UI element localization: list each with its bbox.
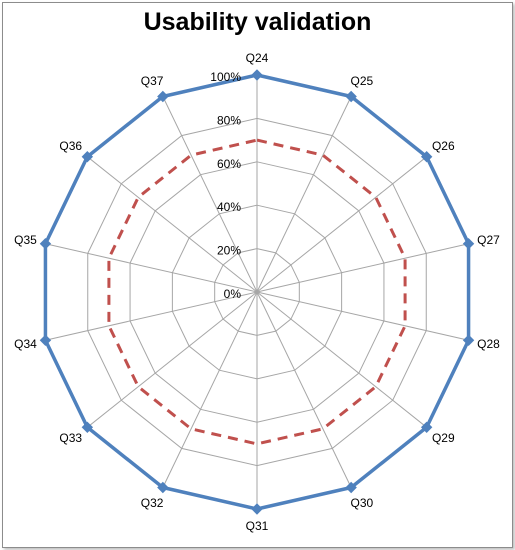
tick-label-2: 40% <box>217 200 241 214</box>
series-0-point-Q34 <box>39 334 52 346</box>
category-label-Q25: Q25 <box>351 74 374 88</box>
category-label-Q31: Q31 <box>246 519 269 533</box>
series-0-point-Q37 <box>157 90 169 103</box>
spoke-Q30 <box>256 291 352 488</box>
spoke-Q29 <box>256 291 427 428</box>
spoke-Q35 <box>45 243 258 293</box>
series-0-point-Q29 <box>420 421 433 434</box>
spoke-Q28 <box>256 291 469 341</box>
tick-label-1: 20% <box>217 244 241 258</box>
series-0-point-Q36 <box>81 150 94 163</box>
spoke-Q34 <box>45 291 258 341</box>
category-label-Q36: Q36 <box>59 139 82 153</box>
category-label-Q28: Q28 <box>477 337 500 351</box>
spoke-Q26 <box>256 156 427 293</box>
series-0-point-Q32 <box>157 481 169 494</box>
spoke-Q36 <box>87 156 258 293</box>
series-0-point-Q33 <box>81 421 94 434</box>
category-label-Q30: Q30 <box>351 496 374 510</box>
series-0-point-Q28 <box>462 334 475 346</box>
spoke-Q32 <box>162 291 258 488</box>
spoke-Q27 <box>256 243 469 293</box>
series-0-point-Q24 <box>251 69 263 81</box>
category-label-Q24: Q24 <box>246 51 269 65</box>
category-label-Q33: Q33 <box>59 431 82 445</box>
category-label-Q29: Q29 <box>432 431 455 445</box>
radar-grid <box>44 74 470 510</box>
category-label-Q27: Q27 <box>477 233 500 247</box>
category-labels: Q24 Q25 Q26 Q27 Q28 Q29 Q30 Q31 Q32 Q33 Q34 Q35 Q36 Q… <box>14 51 500 533</box>
category-label-Q37: Q37 <box>141 74 164 88</box>
series-0-point-Q30 <box>345 481 357 494</box>
chart-title: Usability validation <box>143 8 372 36</box>
category-label-Q32: Q32 <box>141 496 164 510</box>
spoke-Q33 <box>87 291 258 428</box>
tick-labels: 0% 20% 40% 60% 80% 100% <box>210 70 241 301</box>
spoke-Q25 <box>256 96 352 293</box>
series-0-point-Q35 <box>39 238 52 250</box>
category-label-Q35: Q35 <box>14 233 37 247</box>
category-label-Q34: Q34 <box>14 337 37 351</box>
series-0-point-Q31 <box>251 503 263 515</box>
category-label-Q26: Q26 <box>432 139 455 153</box>
spoke-Q37 <box>162 96 258 293</box>
series-0-point-Q25 <box>345 90 357 103</box>
tick-label-0: 0% <box>224 287 242 301</box>
series-0-point-Q26 <box>420 150 433 163</box>
series-layer <box>39 69 475 515</box>
tick-label-3: 60% <box>217 157 241 171</box>
series-line-1 <box>107 138 407 446</box>
series-0-point-Q27 <box>462 238 475 250</box>
tick-label-5: 100% <box>210 70 241 84</box>
tick-label-4: 80% <box>217 113 241 127</box>
